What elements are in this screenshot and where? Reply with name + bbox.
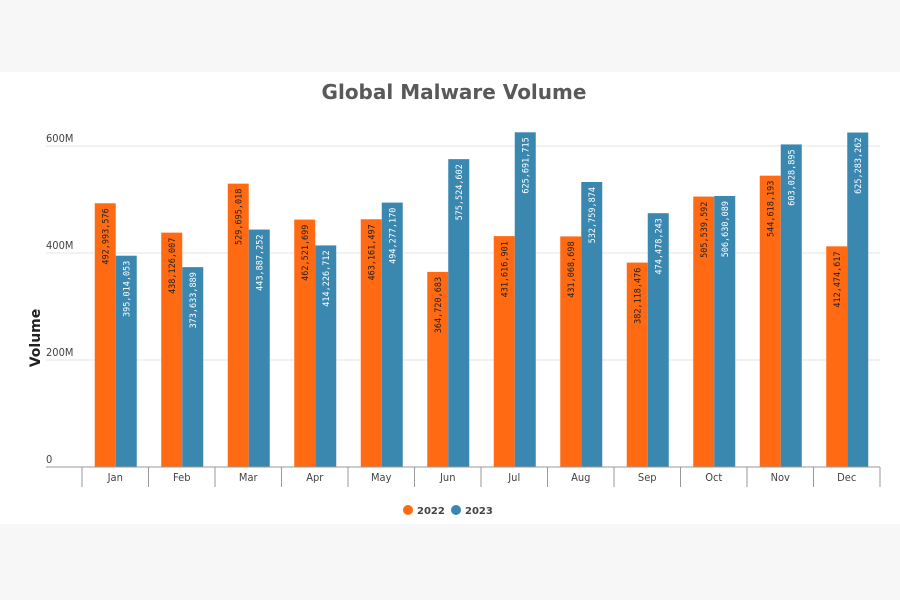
data-label: 505,539,592 — [700, 202, 710, 258]
bar-2023-feb — [182, 267, 204, 467]
bar-2023-dec — [847, 132, 869, 467]
legend-label-2022: 2022 — [417, 506, 445, 517]
bar-2022-nov — [759, 175, 781, 467]
bar-2023-aug — [581, 182, 603, 467]
data-label: 443,887,252 — [255, 235, 265, 291]
data-label: 575,524,602 — [455, 164, 465, 220]
data-label: 625,691,715 — [521, 137, 531, 193]
bar-2023-apr — [315, 245, 337, 467]
bar-2022-mar — [227, 183, 249, 467]
y-tick-label: 0 — [46, 453, 52, 466]
bars: 492,993,576 438,126,007 529,695,018 462,521… — [94, 132, 869, 467]
x-tick-label: Jan — [107, 471, 123, 484]
bar-2023-may — [381, 202, 403, 467]
data-label: 532,759,874 — [588, 187, 598, 243]
data-label: 431,616,901 — [500, 241, 510, 297]
bar-2022-apr — [294, 219, 316, 467]
bar-2022-aug — [560, 236, 582, 467]
data-label: 373,633,889 — [189, 272, 199, 328]
y-tick-label: 600M — [46, 132, 73, 145]
legend: 2022 2023 — [403, 505, 493, 517]
bar-2023-jul — [514, 132, 536, 467]
bar-2023-jun — [448, 159, 470, 467]
legend-swatch-2023 — [451, 505, 461, 515]
bar-2022-feb — [161, 232, 183, 467]
legend-swatch-2022 — [403, 505, 413, 515]
x-axis: Jan Feb Mar Apr May Jun Jul Aug Sep Oct Nov Dec — [46, 466, 881, 487]
chart-title: Global Malware Volume — [322, 80, 587, 104]
bar-2022-dec — [826, 246, 848, 467]
x-tick-label: Feb — [173, 471, 190, 484]
data-label: 544,618,193 — [766, 181, 776, 237]
data-label: 395,014,053 — [122, 261, 132, 317]
bar-2022-jan — [94, 203, 116, 467]
bar-2023-mar — [248, 229, 270, 467]
y-tick-label: 400M — [46, 239, 73, 252]
data-label: 529,695,018 — [234, 189, 244, 245]
bar-2022-sep — [626, 262, 648, 467]
y-axis-label: Volume — [28, 309, 44, 368]
x-tick-label: Dec — [837, 471, 856, 484]
data-label: 431,068,698 — [567, 241, 577, 297]
bar-2022-jun — [427, 271, 449, 467]
bar-2022-oct — [693, 196, 715, 467]
bar-2023-oct — [714, 195, 736, 467]
bar-chart: Global Malware Volume Volume 0 200M 400M 60… — [28, 80, 881, 517]
x-tick-label: Oct — [705, 471, 722, 484]
data-label: 438,126,007 — [168, 238, 178, 294]
bar-2023-jan — [115, 255, 137, 467]
x-tick-label: Nov — [771, 471, 790, 484]
x-tick-label: Jul — [507, 471, 520, 484]
data-label: 492,993,576 — [101, 208, 111, 264]
data-label: 474,478,243 — [654, 218, 664, 274]
data-label: 462,521,699 — [301, 225, 311, 281]
x-tick-label: Mar — [239, 471, 259, 484]
y-axis-ticks: 0 200M 400M 600M — [46, 132, 73, 466]
data-label: 463,161,497 — [367, 224, 377, 280]
data-label: 625,283,262 — [854, 138, 864, 194]
y-tick-label: 200M — [46, 346, 73, 359]
x-tick-label: Aug — [571, 471, 590, 484]
data-label: 412,474,617 — [833, 251, 843, 307]
legend-label-2023: 2023 — [465, 506, 493, 517]
x-tick-label: Jun — [439, 471, 455, 484]
bar-2023-sep — [647, 213, 669, 467]
x-tick-label: Sep — [638, 471, 657, 484]
data-label: 603,028,895 — [787, 149, 797, 205]
data-label: 506,630,089 — [721, 201, 731, 257]
data-label: 364,720,683 — [434, 277, 444, 333]
bar-2022-jul — [493, 236, 515, 467]
data-label: 382,118,476 — [633, 268, 643, 324]
bar-2022-may — [360, 219, 382, 467]
bar-2023-nov — [780, 144, 802, 467]
x-tick-label: Apr — [306, 471, 324, 484]
chart-card: Global Malware Volume Volume 0 200M 400M 60… — [0, 72, 900, 524]
data-label: 414,226,712 — [322, 250, 332, 306]
x-tick-label: May — [371, 471, 392, 484]
data-label: 494,277,170 — [388, 208, 398, 264]
